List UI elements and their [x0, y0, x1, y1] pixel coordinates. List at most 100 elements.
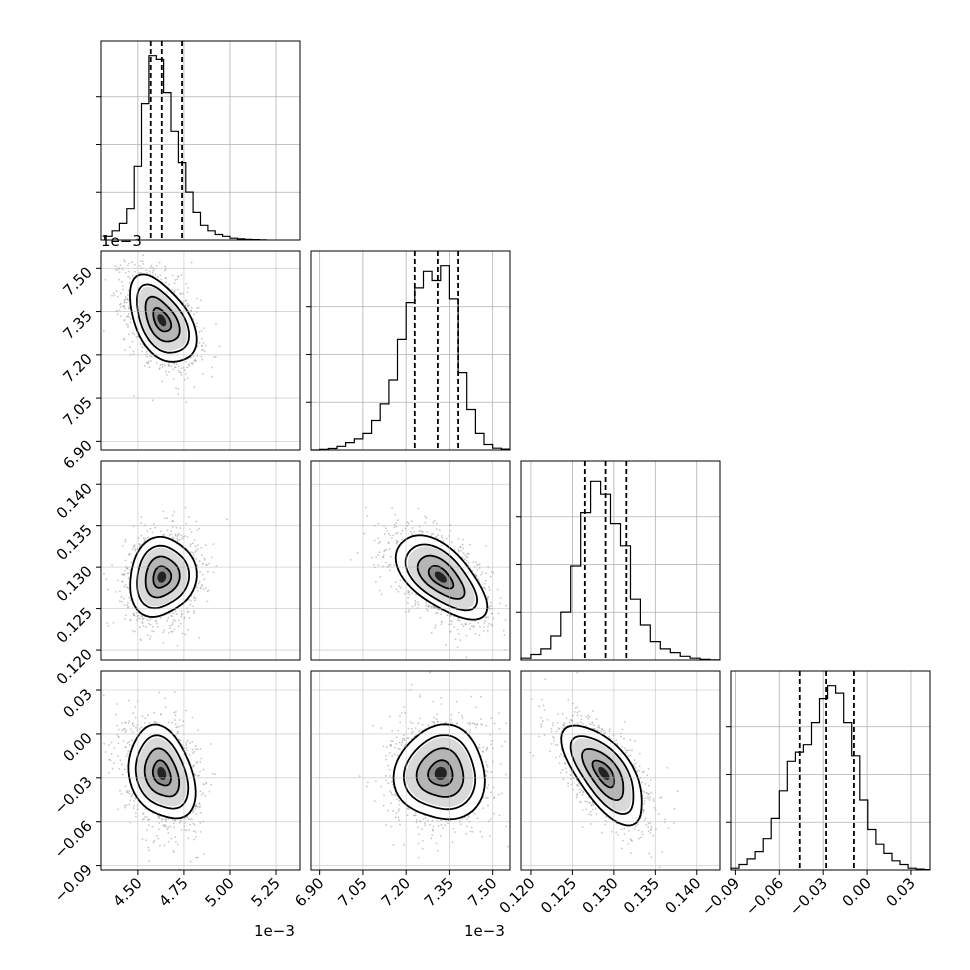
sample-point: [112, 292, 115, 295]
sample-point: [124, 584, 127, 586]
sample-point: [174, 710, 177, 713]
sample-point: [133, 264, 136, 266]
sample-point: [190, 531, 193, 533]
sample-point: [486, 629, 489, 632]
sample-point: [192, 605, 195, 608]
sample-point: [188, 754, 191, 756]
sample-point: [191, 716, 194, 719]
sample-point: [181, 632, 184, 635]
sample-point: [195, 597, 197, 600]
sample-point: [172, 618, 175, 621]
sample-point: [484, 579, 487, 582]
sample-point: [141, 260, 144, 263]
sample-point: [185, 401, 188, 404]
sample-point: [193, 596, 196, 598]
sample-point: [126, 586, 128, 589]
sample-point: [204, 544, 207, 547]
sample-point: [197, 582, 200, 585]
sample-point: [145, 829, 148, 831]
sample-point: [441, 534, 443, 537]
sample-point: [151, 531, 154, 534]
sample-point: [186, 536, 189, 538]
sample-point: [153, 720, 156, 723]
sample-point: [170, 288, 173, 291]
sample-point: [149, 635, 152, 638]
sample-point: [194, 545, 197, 548]
sample-point: [179, 527, 182, 530]
sample-point: [201, 562, 204, 565]
sample-point: [490, 604, 492, 607]
sample-point: [180, 829, 183, 831]
sample-point: [124, 298, 127, 301]
sample-point: [119, 303, 121, 306]
sample-point: [138, 272, 141, 274]
sample-point: [389, 569, 391, 572]
sample-point: [133, 333, 136, 336]
sample-point: [117, 579, 120, 582]
sample-point: [125, 323, 128, 326]
sample-point: [188, 617, 191, 619]
sample-point: [119, 789, 121, 792]
sample-point: [153, 523, 155, 525]
sample-point: [196, 322, 199, 325]
sample-point: [483, 622, 486, 624]
sample-point: [120, 292, 122, 295]
sample-point: [140, 522, 143, 524]
sample-point: [200, 349, 203, 352]
sample-point: [193, 313, 196, 316]
sample-point: [378, 589, 381, 592]
sample-point: [134, 270, 136, 273]
sample-point: [149, 624, 152, 626]
sample-point: [138, 265, 141, 267]
sample-point: [128, 743, 131, 746]
sample-point: [193, 556, 195, 559]
sample-point: [218, 345, 221, 348]
sample-point: [174, 714, 177, 717]
sample-point: [467, 561, 470, 564]
sample-point: [177, 393, 180, 396]
sample-point: [434, 626, 436, 629]
sample-point: [456, 628, 459, 631]
sample-point: [196, 564, 199, 567]
sample-point: [187, 305, 189, 308]
sample-point: [176, 537, 178, 540]
sample-point: [187, 287, 190, 289]
sample-point: [388, 563, 390, 566]
sample-point: [478, 634, 481, 636]
sample-point: [127, 587, 130, 590]
sample-point: [126, 567, 128, 570]
sample-point: [197, 748, 199, 751]
sample-point: [124, 272, 127, 274]
sample-point: [141, 818, 144, 821]
sample-point: [480, 573, 483, 576]
sample-point: [199, 299, 202, 302]
sample-point: [160, 278, 163, 281]
sample-point: [481, 662, 483, 664]
sample-point: [385, 548, 388, 551]
sample-point: [172, 368, 175, 371]
sample-point: [177, 369, 180, 372]
sample-point: [387, 541, 390, 544]
sample-point: [479, 625, 481, 628]
sample-point: [116, 269, 119, 271]
sample-point: [190, 306, 193, 309]
sample-point: [126, 294, 129, 296]
sample-point: [104, 751, 107, 753]
sample-point: [112, 621, 115, 624]
sample-point: [172, 378, 175, 380]
sample-point: [122, 285, 125, 287]
sample-point: [132, 807, 135, 809]
sample-point: [389, 534, 392, 537]
sample-point: [180, 534, 183, 537]
sample-point: [159, 274, 162, 277]
sample-point: [146, 361, 149, 364]
sample-point: [113, 762, 115, 765]
sample-point: [202, 573, 204, 576]
sample-point: [204, 558, 206, 561]
sample-point: [425, 602, 428, 605]
sample-point: [172, 612, 175, 615]
sample-point: [174, 533, 177, 536]
sample-point: [184, 822, 187, 824]
sample-point: [123, 301, 126, 304]
sample-point: [131, 731, 134, 733]
